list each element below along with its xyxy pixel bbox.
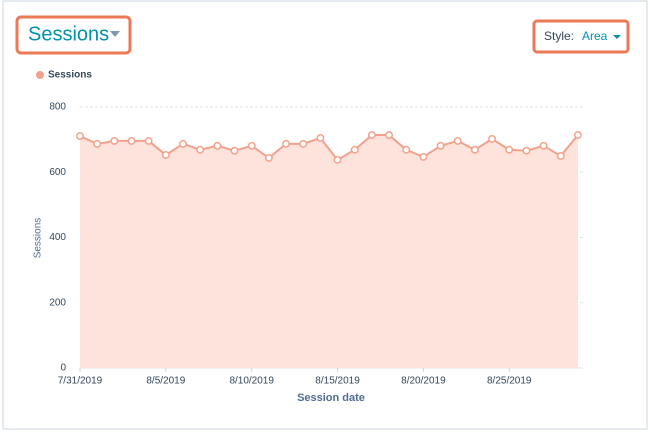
point [264, 153, 273, 162]
y-tick-label: 0 [60, 363, 66, 374]
x-tick-label: 8/15/2019 [315, 376, 360, 387]
point [488, 135, 497, 143]
point [522, 146, 531, 155]
point [179, 139, 187, 148]
point [76, 132, 84, 140]
point [110, 136, 119, 145]
highlight-box [532, 19, 630, 54]
point [470, 145, 479, 154]
point [505, 145, 514, 154]
area-fill [80, 135, 578, 368]
style-value[interactable]: Area [582, 29, 608, 43]
point [161, 151, 170, 159]
point [453, 136, 462, 145]
point [333, 155, 342, 164]
y-tick-label: 400 [49, 232, 66, 243]
point [350, 145, 359, 154]
style-label: Style: [544, 29, 574, 43]
point [282, 139, 290, 148]
y-tick-label: 600 [49, 167, 66, 178]
point [573, 131, 582, 140]
dropdown-arrow[interactable] [613, 35, 621, 39]
point [419, 152, 428, 161]
legend-marker [36, 71, 44, 79]
point [436, 141, 445, 150]
x-tick-label: 8/10/2019 [229, 376, 274, 387]
point [367, 131, 376, 140]
point [402, 145, 411, 154]
point [316, 134, 325, 142]
point [196, 145, 205, 154]
point [539, 141, 548, 150]
y-axis-label: Sessions [33, 218, 44, 259]
x-tick-label: 7/31/2019 [58, 376, 103, 387]
point [93, 139, 102, 148]
x-tick-label: 8/5/2019 [146, 376, 185, 387]
legend-label: Sessions [48, 70, 92, 81]
point [230, 146, 239, 155]
point [213, 141, 222, 150]
point [144, 136, 153, 145]
y-tick-label: 200 [49, 297, 66, 308]
x-tick-label: 8/25/2019 [487, 376, 532, 387]
y-tick-label: 800 [49, 102, 66, 113]
point [127, 136, 136, 145]
x-tick-label: 8/20/2019 [401, 376, 446, 387]
dropdown-arrow[interactable] [110, 31, 120, 37]
point [556, 151, 565, 160]
x-axis-label: Session date [297, 392, 365, 404]
point [247, 141, 256, 150]
point [385, 131, 394, 140]
chart-title[interactable]: Sessions [28, 23, 109, 45]
point [299, 139, 308, 148]
highlight-box [15, 15, 132, 55]
